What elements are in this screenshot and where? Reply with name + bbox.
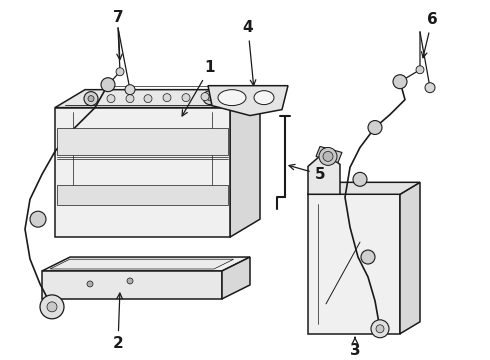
- Circle shape: [125, 85, 135, 95]
- Polygon shape: [55, 90, 260, 108]
- Polygon shape: [316, 147, 342, 162]
- Bar: [57, 127, 228, 156]
- Polygon shape: [222, 257, 250, 299]
- Circle shape: [126, 95, 134, 103]
- Circle shape: [40, 295, 64, 319]
- Circle shape: [361, 250, 375, 264]
- Polygon shape: [308, 152, 340, 194]
- Polygon shape: [55, 108, 230, 237]
- Polygon shape: [308, 182, 420, 194]
- Text: 2: 2: [113, 293, 123, 351]
- Circle shape: [84, 92, 98, 105]
- Polygon shape: [50, 259, 234, 269]
- Circle shape: [201, 93, 209, 101]
- Polygon shape: [208, 86, 288, 116]
- Circle shape: [207, 95, 213, 101]
- Circle shape: [116, 68, 124, 76]
- Ellipse shape: [254, 91, 274, 105]
- Bar: [57, 185, 228, 205]
- Text: 6: 6: [421, 13, 438, 58]
- Circle shape: [101, 78, 115, 92]
- Circle shape: [368, 121, 382, 135]
- Circle shape: [416, 66, 424, 74]
- Polygon shape: [42, 271, 222, 299]
- Circle shape: [107, 95, 115, 103]
- Circle shape: [127, 278, 133, 284]
- Circle shape: [30, 211, 46, 227]
- Circle shape: [87, 281, 93, 287]
- Circle shape: [47, 302, 57, 312]
- Polygon shape: [400, 182, 420, 334]
- Ellipse shape: [218, 90, 246, 105]
- Circle shape: [371, 320, 389, 338]
- Text: 1: 1: [182, 60, 215, 116]
- Circle shape: [319, 148, 337, 165]
- Circle shape: [182, 94, 190, 102]
- Polygon shape: [308, 194, 400, 334]
- Text: 5: 5: [289, 165, 325, 182]
- Circle shape: [425, 83, 435, 93]
- Circle shape: [393, 75, 407, 89]
- Polygon shape: [42, 257, 250, 271]
- Text: 3: 3: [350, 337, 360, 358]
- Circle shape: [88, 96, 94, 102]
- Polygon shape: [230, 90, 260, 237]
- Text: 4: 4: [243, 21, 256, 86]
- Circle shape: [144, 95, 152, 103]
- Circle shape: [163, 94, 171, 102]
- Circle shape: [376, 325, 384, 333]
- Circle shape: [323, 152, 333, 161]
- Circle shape: [353, 172, 367, 186]
- Text: 7: 7: [113, 10, 123, 60]
- Circle shape: [203, 91, 217, 105]
